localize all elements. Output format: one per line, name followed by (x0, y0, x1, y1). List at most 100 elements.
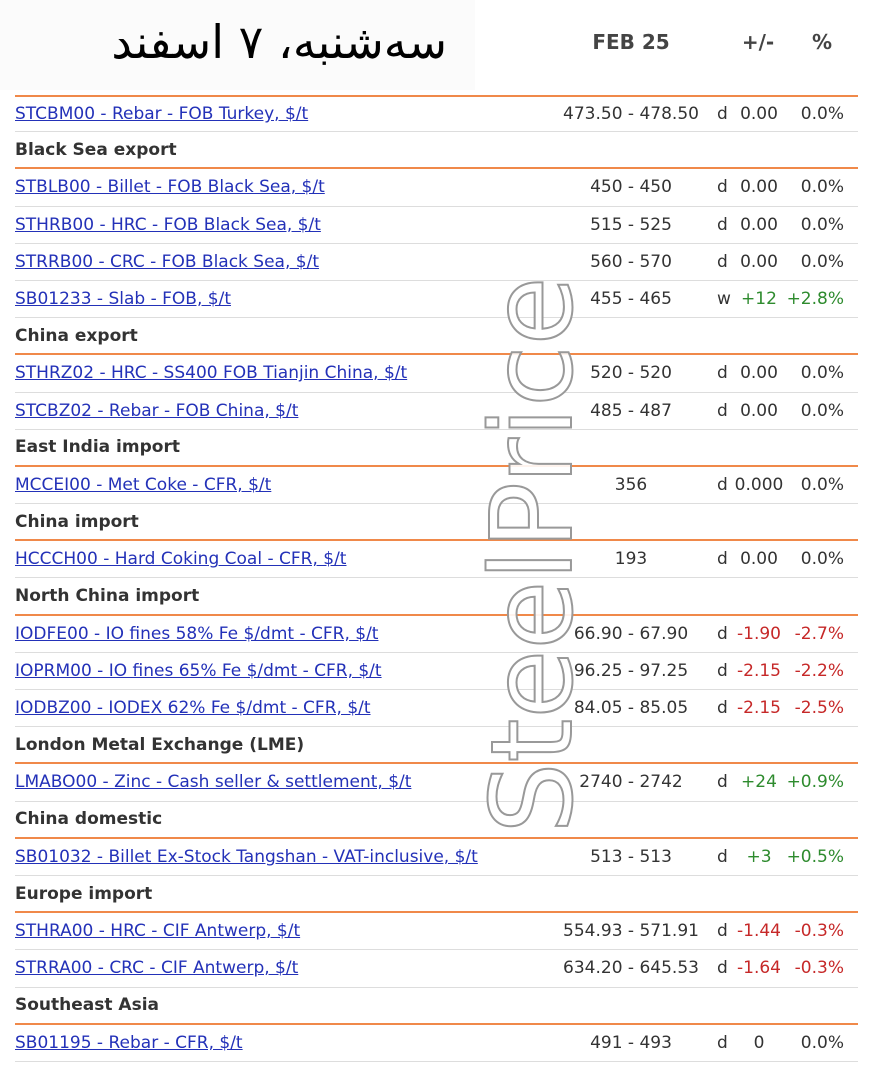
frequency: d (717, 921, 728, 942)
section-header: North China import (15, 578, 858, 616)
symbol-link[interactable]: IODFE00 - IO fines 58% Fe $/dmt - CFR, $… (15, 623, 379, 644)
percent-change: -2.2% (794, 660, 844, 681)
symbol-link[interactable]: LMABO00 - Zinc - Cash seller & settlemen… (15, 772, 412, 793)
section-header: Southeast Asia (15, 988, 858, 1025)
section-name: China import (15, 511, 139, 532)
section-name: East India import (15, 437, 180, 458)
section-header: East India import (15, 430, 858, 467)
price-row: STCBM00 - Rebar - FOB Turkey, $/t 473.50 … (15, 95, 858, 133)
price-range: 520 - 520 (590, 363, 672, 384)
price-row: STRRB00 - CRC - FOB Black Sea, $/t 560 - … (15, 244, 858, 281)
section-name: China export (15, 325, 138, 346)
column-header: +/- (741, 30, 775, 54)
section-name: Black Sea export (15, 139, 177, 160)
frequency: d (717, 214, 728, 235)
price-range: 450 - 450 (590, 177, 672, 198)
change: 0.00 (740, 214, 778, 235)
title: سه‌شنبه، ۷ اسفند (0, 0, 475, 90)
change: 0.00 (740, 549, 778, 570)
frequency: d (717, 474, 728, 495)
symbol-link[interactable]: SB01032 - Billet Ex-Stock Tangshan - VAT… (15, 846, 478, 867)
section-name: Southeast Asia (15, 995, 159, 1016)
price-range: 554.93 - 571.91 (563, 921, 699, 942)
change: -2.15 (737, 698, 781, 719)
price-range: 515 - 525 (590, 214, 672, 235)
price-range: 634.20 - 645.53 (563, 958, 699, 979)
percent-change: 0.0% (800, 549, 844, 570)
section-header: London Metal Exchange (LME) (15, 727, 858, 765)
change: +24 (741, 772, 777, 793)
symbol-link[interactable]: SB01195 - Rebar - CFR, $/t (15, 1032, 243, 1053)
symbol-link[interactable]: STCBM00 - Rebar - FOB Turkey, $/t (15, 104, 309, 125)
frequency: d (717, 400, 728, 421)
symbol-link[interactable]: STCBZ02 - Rebar - FOB China, $/t (15, 400, 299, 421)
price-range: 193 (614, 549, 648, 570)
change: +3 (746, 846, 772, 867)
price-range: 473.50 - 478.50 (563, 104, 699, 125)
percent-change: 0.0% (800, 400, 844, 421)
symbol-link[interactable]: SB01233 - Slab - FOB, $/t (15, 289, 231, 310)
symbol-link[interactable]: STHRB00 - HRC - FOB Black Sea, $/t (15, 214, 321, 235)
percent-change: 0.0% (800, 474, 844, 495)
frequency: d (717, 623, 728, 644)
section-name: North China import (15, 586, 200, 607)
change: 0 (753, 1032, 765, 1053)
price-row: IODBZ00 - IODEX 62% Fe $/dmt - CFR, $/t 8… (15, 690, 858, 728)
price-row: MCCEI00 - Met Coke - CFR, $/t 356 d 0.000 0.… (15, 467, 858, 505)
frequency: d (717, 698, 728, 719)
percent-change: 0.0% (800, 1032, 844, 1053)
symbol-link[interactable]: IODBZ00 - IODEX 62% Fe $/dmt - CFR, $/t (15, 698, 371, 719)
frequency: d (717, 363, 728, 384)
symbol-link[interactable]: STRRB00 - CRC - FOB Black Sea, $/t (15, 251, 319, 272)
section-header: China domestic (15, 802, 858, 839)
price-range: 96.25 - 97.25 (573, 660, 689, 681)
price-row: STRRA00 - CRC - CIF Antwerp, $/t 634.20 -… (15, 950, 858, 988)
symbol-link[interactable]: STRRA00 - CRC - CIF Antwerp, $/t (15, 958, 299, 979)
price-range: 66.90 - 67.90 (573, 623, 689, 644)
price-row: SB01233 - Slab - FOB, $/t 455 - 465 w +12 +2… (15, 281, 858, 319)
section-header: Black Sea export (15, 132, 858, 170)
change: -1.64 (737, 958, 781, 979)
frequency: d (717, 177, 728, 198)
price-range: 84.05 - 85.05 (573, 698, 689, 719)
price-row: STHRB00 - HRC - FOB Black Sea, $/t 515 - … (15, 207, 858, 244)
symbol-link[interactable]: STHRA00 - HRC - CIF Antwerp, $/t (15, 921, 301, 942)
price-row: STBLB00 - Billet - FOB Black Sea, $/t 450… (15, 169, 858, 207)
change: 0.000 (734, 474, 784, 495)
percent-change: +0.5% (786, 846, 844, 867)
column-header: FEB 25 (592, 30, 670, 54)
price-range: 560 - 570 (590, 251, 672, 272)
percent-change: 0.0% (800, 363, 844, 384)
frequency: d (717, 846, 728, 867)
frequency: d (717, 1032, 728, 1053)
price-range: 455 - 465 (590, 289, 672, 310)
section-name: London Metal Exchange (LME) (15, 734, 305, 755)
section-header: China export (15, 318, 858, 356)
symbol-link[interactable]: STBLB00 - Billet - FOB Black Sea, $/t (15, 177, 325, 198)
change: -1.44 (737, 921, 781, 942)
percent-change: -2.7% (794, 623, 844, 644)
percent-change: 0.0% (800, 214, 844, 235)
change: 0.00 (740, 104, 778, 125)
frequency: d (717, 549, 728, 570)
price-row: IOPRM00 - IO fines 65% Fe $/dmt - CFR, $… (15, 653, 858, 690)
frequency: d (717, 251, 728, 272)
change: -1.90 (737, 623, 781, 644)
section-name: Europe import (15, 883, 153, 904)
price-range: 491 - 493 (590, 1032, 672, 1053)
change: 0.00 (740, 177, 778, 198)
percent-change: -2.5% (794, 698, 844, 719)
symbol-link[interactable]: HCCCH00 - Hard Coking Coal - CFR, $/t (15, 549, 347, 570)
price-row: SB01195 - Rebar - CFR, $/t 491 - 493 d 0 0.0… (15, 1025, 858, 1062)
percent-change: 0.0% (800, 104, 844, 125)
price-range: 2740 - 2742 (579, 772, 683, 793)
price-range: 356 (614, 474, 648, 495)
symbol-link[interactable]: MCCEI00 - Met Coke - CFR, $/t (15, 474, 272, 495)
price-row: SB01032 - Billet Ex-Stock Tangshan - VAT… (15, 839, 858, 876)
price-row: HCCCH00 - Hard Coking Coal - CFR, $/t 193… (15, 541, 858, 579)
price-row: STCBZ02 - Rebar - FOB China, $/t 485 - 48… (15, 393, 858, 430)
percent-change: -0.3% (794, 958, 844, 979)
symbol-link[interactable]: STHRZ02 - HRC - SS400 FOB Tianjin China,… (15, 363, 408, 384)
symbol-link[interactable]: IOPRM00 - IO fines 65% Fe $/dmt - CFR, $… (15, 660, 382, 681)
